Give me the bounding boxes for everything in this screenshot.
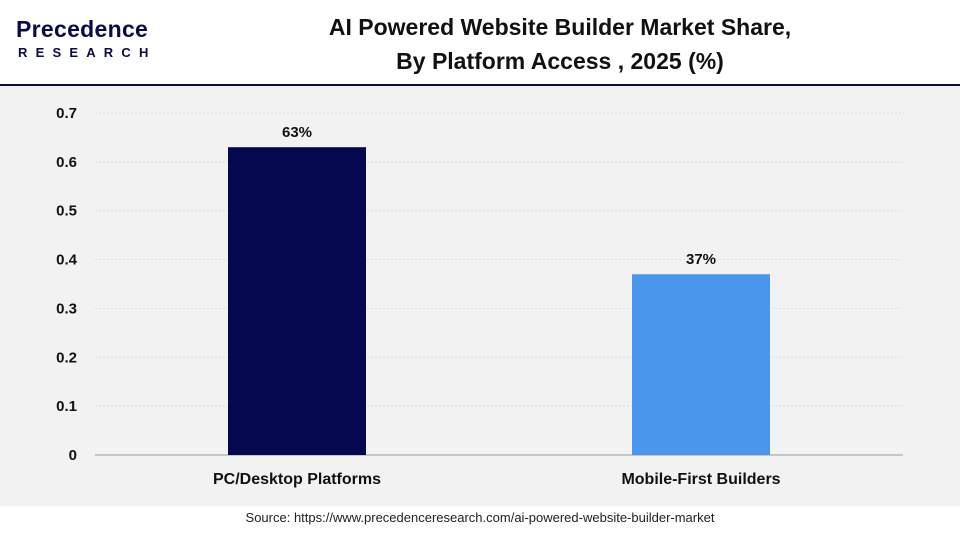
chart-title-line-2: By Platform Access , 2025 (%) xyxy=(396,48,724,74)
header-divider xyxy=(0,84,960,86)
y-tick-label: 0.1 xyxy=(56,398,77,415)
bar-chart: 0 0.1 0.2 0.3 0.4 0.5 0.6 0.7 63% PC/Desktop Plat… xyxy=(56,105,903,488)
bar-1 xyxy=(228,147,366,455)
y-tick-label: 0.4 xyxy=(56,252,78,269)
y-tick-label: 0.7 xyxy=(56,105,77,122)
y-tick-label: 0.2 xyxy=(56,349,77,366)
y-tick-label: 0.5 xyxy=(56,203,77,220)
chart-title: AI Powered Website Builder Market Share,… xyxy=(240,10,880,78)
y-tick-label: 0 xyxy=(69,447,77,464)
bar-2 xyxy=(632,274,770,455)
brand-logo: Precedence RESEARCH xyxy=(16,16,166,66)
logo-wordmark: Precedence xyxy=(16,16,149,42)
y-tick-label: 0.3 xyxy=(56,300,77,317)
x-tick-label: PC/Desktop Platforms xyxy=(213,471,381,488)
chart-title-line-1: AI Powered Website Builder Market Share, xyxy=(328,14,792,40)
logo-subtitle: RESEARCH xyxy=(18,45,157,60)
x-tick-label: Mobile-First Builders xyxy=(621,471,780,488)
source-note: Source: https://www.precedenceresearch.c… xyxy=(245,510,715,525)
data-label: 63% xyxy=(282,124,312,141)
y-tick-label: 0.6 xyxy=(56,154,77,171)
header: Precedence RESEARCH AI Powered Website B… xyxy=(0,0,960,84)
data-label: 37% xyxy=(686,251,716,268)
chart-background xyxy=(0,86,960,506)
